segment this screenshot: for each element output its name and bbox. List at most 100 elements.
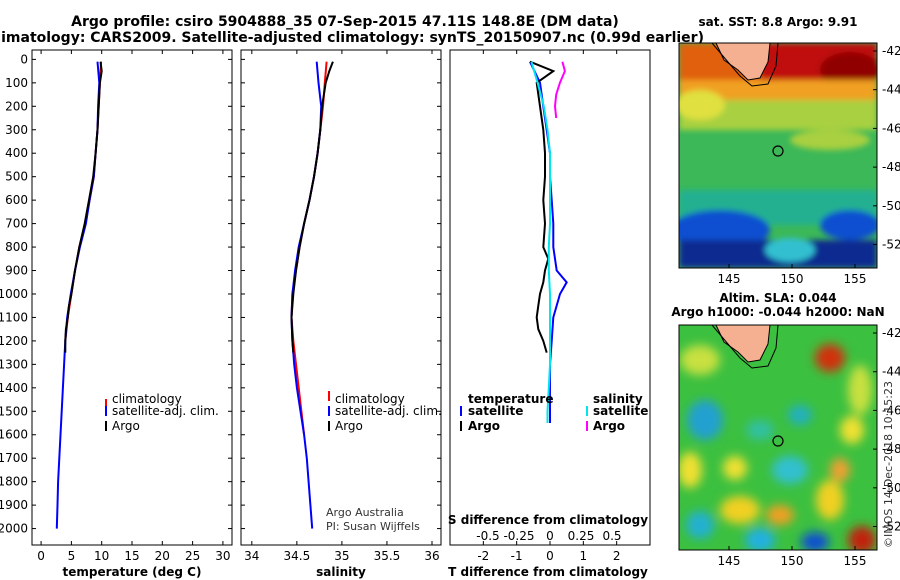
tasmania-landmass <box>715 43 771 81</box>
depth-tick-label: 900 <box>5 264 28 278</box>
x-tick-label: 25 <box>185 549 200 563</box>
lon-tick-label: 145 <box>718 272 741 286</box>
figure-title-line1: Argo profile: csiro 5904888_35 07-Sep-20… <box>71 14 619 30</box>
depth-tick-label: 1900 <box>0 498 28 512</box>
salinity-panel: 34 34.5 35 35.5 36 salinity climatology sate… <box>240 49 442 579</box>
difference-x-ticks: -2 -1 0 1 2 <box>477 50 620 563</box>
s-difference-label: S difference from climatology <box>448 513 648 527</box>
legend-temperature-heading: temperature <box>468 392 553 406</box>
x-tick-label: 35 <box>334 549 349 563</box>
sal-legend-climatology: climatology <box>335 392 405 406</box>
x-tick-label: 34.5 <box>283 549 310 563</box>
sla-map-subtitle: Argo h1000: -0.044 h2000: NaN <box>671 305 884 319</box>
sst-map-image <box>679 43 877 268</box>
lon-tick-label: 150 <box>781 554 804 568</box>
x-tick-label: 15 <box>124 549 139 563</box>
depth-tick-label: 0 <box>20 52 28 66</box>
s-tick-label: -0.5 <box>476 529 499 543</box>
x-tick-label: 20 <box>155 549 170 563</box>
series-s-argo <box>553 61 566 119</box>
x-tick-label: 5 <box>68 549 76 563</box>
temperature-panel: 0100200300400500600700800900100011001200… <box>0 49 233 579</box>
temperature-lines <box>55 61 103 529</box>
x-tick-label: 10 <box>94 549 109 563</box>
series-argo <box>290 61 334 353</box>
lat-tick-label: -44 <box>882 83 900 97</box>
sst-map-frame <box>678 42 878 269</box>
salinity-legend: climatology satellite-adj. clim. Argo <box>328 391 442 433</box>
x-tick-label: 30 <box>215 549 230 563</box>
temperature-plot-frame <box>31 49 233 546</box>
lat-tick-label: -46 <box>882 403 900 417</box>
salinity-x-label: salinity <box>316 565 366 579</box>
temperature-x-label: temperature (deg C) <box>63 565 202 579</box>
legend-satellite: satellite-adj. clim. <box>112 404 219 418</box>
lat-tick-label: -48 <box>882 442 900 456</box>
x-tick-label: 0 <box>37 549 45 563</box>
series-s-satellite <box>530 61 551 423</box>
sst-map-title: sat. SST: 8.8 Argo: 9.91 <box>698 15 857 29</box>
lat-tick-label: -48 <box>882 160 900 174</box>
depth-tick-label: 1100 <box>0 310 28 324</box>
s-tick-label: 0 <box>546 529 554 543</box>
series-argo <box>64 61 103 353</box>
sal-legend-argo: Argo <box>335 419 363 433</box>
sst-contour <box>711 43 779 87</box>
temperature-legend: climatology satellite-adj. clim. Argo <box>105 392 219 433</box>
sla-map-frame <box>678 324 878 551</box>
salinity-lines <box>290 61 334 529</box>
depth-tick-label: 1400 <box>0 381 28 395</box>
salinity-x-ticks: 34 34.5 35 35.5 36 <box>244 50 440 563</box>
sla-map-image <box>679 325 877 550</box>
series-t-argo <box>529 60 556 353</box>
depth-tick-label: 500 <box>5 170 28 184</box>
x-tick-label: 0 <box>546 549 554 563</box>
depth-tick-label: 1300 <box>0 357 28 371</box>
x-tick-label: 36 <box>424 549 439 563</box>
figure-title-line2: Climatology: CARS2009. Satellite-adjuste… <box>0 30 704 46</box>
depth-tick-label: 1800 <box>0 475 28 489</box>
diff-legend-s-argo: Argo <box>593 419 625 433</box>
depth-tick-label: 1000 <box>0 287 28 301</box>
difference-lines <box>529 60 568 423</box>
lat-tick-label: -42 <box>882 326 900 340</box>
legend-argo: Argo <box>112 419 140 433</box>
lon-tick-label: 145 <box>718 554 741 568</box>
x-tick-label: 1 <box>580 549 588 563</box>
imos-timestamp: ©IMOS 14-Dec-2018 10:15:23 <box>882 381 895 548</box>
diff-legend-t-satellite: satellite <box>468 404 523 418</box>
sla-map: Altim. SLA: 0.044 Argo h1000: -0.044 h20… <box>671 291 900 568</box>
sla-map-title: Altim. SLA: 0.044 <box>719 291 836 305</box>
x-tick-label: 34 <box>244 549 259 563</box>
lat-tick-label: -52 <box>882 238 900 252</box>
depth-tick-label: 1500 <box>0 404 28 418</box>
temperature-x-ticks: 0 5 10 15 20 25 30 <box>37 50 231 563</box>
sst-map-lat-ticks: -42 -44 -46 -48 -50 -52 <box>873 44 900 252</box>
sal-legend-satellite: satellite-adj. clim. <box>335 404 442 418</box>
lon-tick-label: 150 <box>781 272 804 286</box>
sst-argo-location <box>772 145 784 157</box>
legend-salinity-heading: salinity <box>593 392 643 406</box>
s-tick-label: -0.25 <box>503 529 534 543</box>
diff-legend-t-argo: Argo <box>468 419 500 433</box>
salinity-plot-frame <box>240 49 442 546</box>
depth-tick-label: 1700 <box>0 451 28 465</box>
salinity-depth-ticks <box>241 58 441 530</box>
lon-tick-label: 155 <box>844 554 867 568</box>
depth-tick-label: 800 <box>5 240 28 254</box>
s-tick-label: 0.5 <box>602 529 621 543</box>
legend-climatology: climatology <box>112 392 182 406</box>
lat-tick-label: -50 <box>882 481 900 495</box>
depth-tick-label: 600 <box>5 193 28 207</box>
salinity-difference-ticks: -0.5 -0.25 0 0.25 0.5 <box>476 529 621 543</box>
sla-map-lon-ticks: 145 150 155 <box>718 546 867 568</box>
depth-tick-label: 100 <box>5 76 28 90</box>
lat-tick-label: -52 <box>882 520 900 534</box>
x-tick-label: 2 <box>613 549 621 563</box>
depth-tick-label: 300 <box>5 123 28 137</box>
lon-tick-label: 155 <box>844 272 867 286</box>
sla-contour <box>711 325 779 369</box>
depth-tick-label: 200 <box>5 99 28 113</box>
depth-tick-label: 400 <box>5 146 28 160</box>
